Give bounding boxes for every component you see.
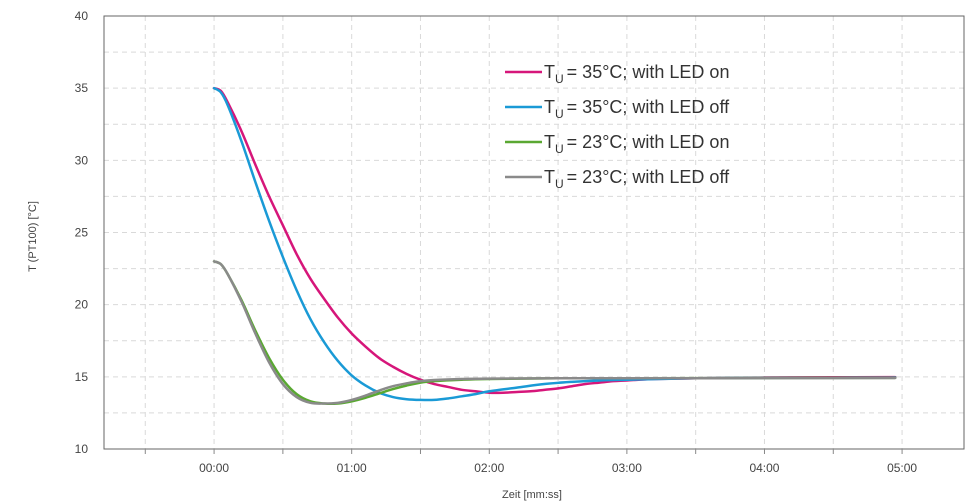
- y-tick-label: 20: [75, 298, 89, 312]
- plot-area: [103, 15, 965, 450]
- x-tick-label: 02:00: [474, 461, 504, 475]
- series-line-2: [212, 86, 897, 402]
- y-tick-label: 40: [75, 9, 89, 23]
- x-tick-label: 03:00: [612, 461, 642, 475]
- x-tick-label: 05:00: [887, 461, 917, 475]
- legend-label: TU = 35°C; with LED on: [544, 62, 729, 86]
- legend-label: TU = 35°C; with LED off: [544, 97, 730, 121]
- legend-item-4: TU = 23°C; with LED off: [505, 167, 730, 191]
- series-line-4: [212, 260, 897, 405]
- legend-label: TU = 23°C; with LED off: [544, 167, 730, 191]
- legend-item-3: TU = 23°C; with LED on: [505, 132, 729, 156]
- legend-item-1: TU = 35°C; with LED on: [505, 62, 729, 86]
- y-tick-label: 25: [75, 226, 89, 240]
- y-tick-label: 10: [75, 442, 89, 456]
- legend: TU = 35°C; with LED on TU = 35°C; with LED …: [505, 62, 730, 191]
- y-axis-label: T (PT100) [°C]: [27, 201, 39, 272]
- y-tick-label: 15: [75, 370, 89, 384]
- y-tick-label: 35: [75, 81, 89, 95]
- series-lines: [212, 86, 897, 406]
- y-tick-label: 30: [75, 153, 89, 167]
- axis-ticks: 10 15 20 25 30 35 40 00:00 01:00 02:00 03:00 04:00 0…: [75, 9, 918, 475]
- x-tick-label: 00:00: [199, 461, 229, 475]
- x-tick-label: 04:00: [749, 461, 779, 475]
- x-axis-label: Zeit [mm:ss]: [502, 489, 562, 501]
- legend-label: TU = 23°C; with LED on: [544, 132, 729, 156]
- legend-item-2: TU = 35°C; with LED off: [505, 97, 730, 121]
- x-tick-label: 01:00: [337, 461, 367, 475]
